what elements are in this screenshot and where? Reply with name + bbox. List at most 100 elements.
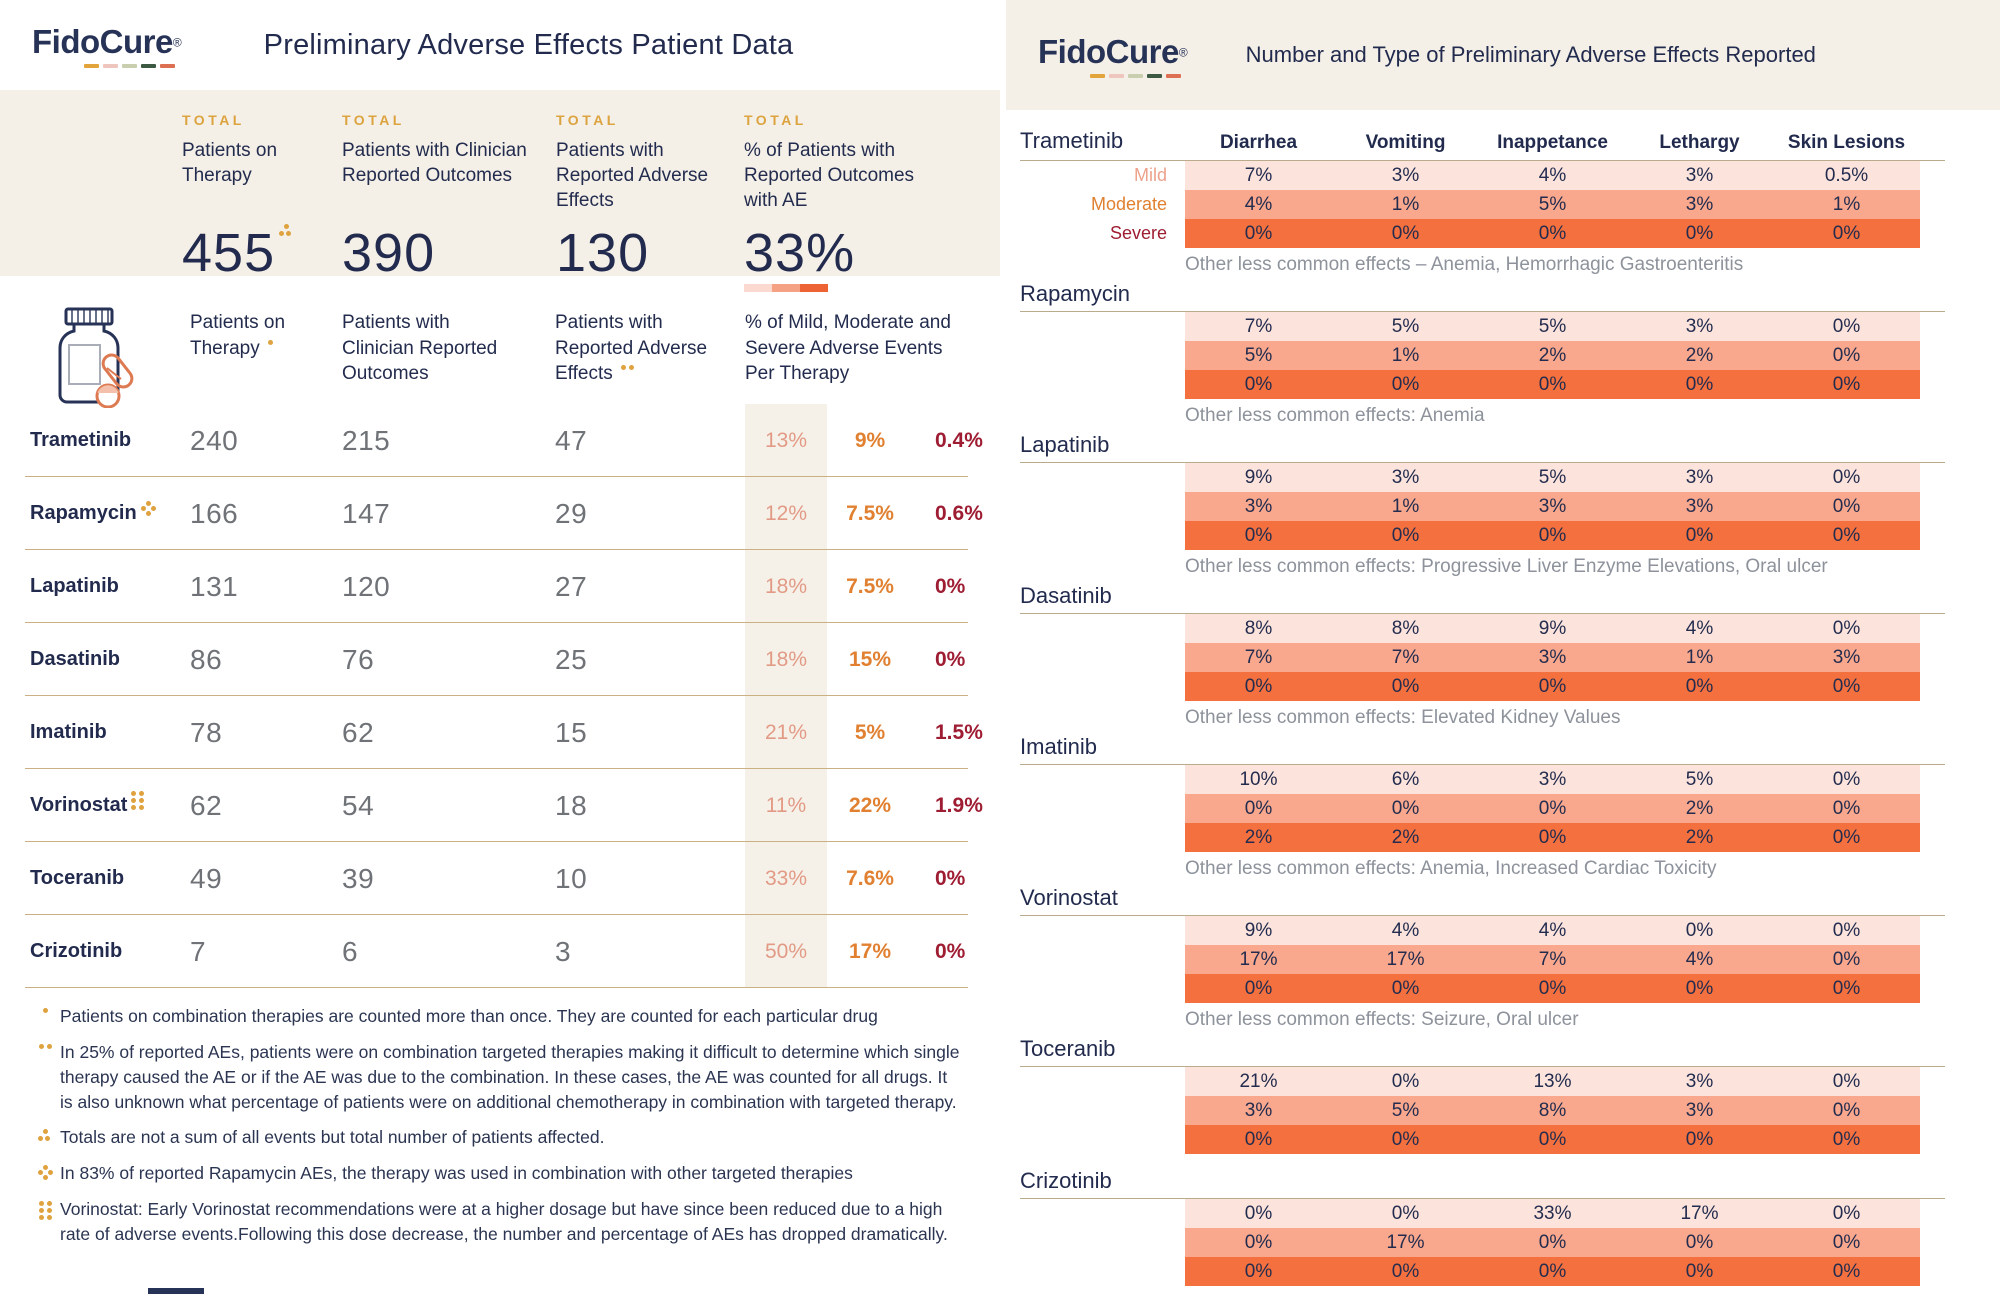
severity-scale-bar (744, 284, 828, 292)
moderate-effect-value: 7% (1332, 643, 1479, 672)
severity-label (1020, 463, 1185, 492)
severe-percent: 0% (935, 939, 966, 963)
left-panel-header: FidoCure® Preliminary Adverse Effects Pa… (0, 0, 1000, 90)
moderate-percent: 17% (848, 939, 892, 963)
mild-severity-row: Mild 7% 3% 4% 3% 0.5% (1020, 161, 2000, 190)
clinician-outcomes-value: 54 (342, 789, 375, 821)
severe-severity-row: 0% 0% 0% 0% 0% (1020, 1257, 2000, 1286)
severe-effect-value: 0% (1479, 1125, 1626, 1154)
moderate-effect-value: 1% (1626, 643, 1773, 672)
severe-effect-value: 0% (1773, 823, 1920, 852)
footnote-4: Vorinostat: Early Vorinostat recommendat… (30, 1197, 962, 1247)
mild-effect-value: 4% (1479, 161, 1626, 190)
drug-section-name: Toceranib (1020, 1036, 1116, 1061)
registered-mark: ® (1178, 45, 1188, 60)
moderate-effect-value: 4% (1185, 190, 1332, 219)
clinician-outcomes-value: 76 (342, 643, 375, 675)
summary-stats: TOTAL Patients on Therapy 455 TOTAL Patients… (0, 90, 1000, 292)
severe-effect-value: 0% (1626, 521, 1773, 550)
effect-column-header: Diarrhea (1219, 132, 1298, 153)
severe-percent: 0.6% (935, 501, 983, 525)
moderate-effect-value: 5% (1479, 190, 1626, 219)
mild-severity-row: 0% 0% 33% 17% 0% (1020, 1199, 2000, 1228)
fidocure-logo: FidoCure® (1038, 33, 1188, 78)
stat-kicker: TOTAL (556, 112, 619, 128)
severe-effect-value: 0% (1626, 1125, 1773, 1154)
six-dots-marker-icon (131, 791, 145, 810)
mild-effect-value: 0% (1773, 916, 1920, 945)
logo-dash (1166, 73, 1181, 78)
four-dots-marker-icon (37, 1165, 53, 1181)
footnote-0: Patients on combination therapies are co… (30, 1004, 962, 1029)
fidocure-logo: FidoCure® (32, 23, 182, 68)
patients-on-therapy-value: 7 (190, 935, 207, 967)
other-effects-note (1020, 1286, 2000, 1294)
severe-effect-value: 0% (1479, 521, 1626, 550)
table-row: Rapamycin 166 147 29 12% 7.5% 0.6% (0, 477, 1000, 550)
moderate-effect-value: 0% (1773, 492, 1920, 521)
footnote-text: In 25% of reported AEs, patients were on… (60, 1041, 960, 1112)
severe-percent: 0% (935, 866, 966, 890)
mild-effect-value: 5% (1332, 312, 1479, 341)
severe-severity-row: 0% 0% 0% 0% 0% (1020, 672, 2000, 701)
moderate-effect-value: 1% (1332, 341, 1479, 370)
adverse-effects-value: 15 (555, 716, 588, 748)
logo-dash (160, 63, 175, 68)
severity-label (1020, 614, 1185, 643)
bottom-corner-mark (148, 1288, 204, 1294)
logo-dash (103, 63, 118, 68)
stat-label: Patients on Therapy (182, 140, 278, 187)
severe-effect-value: 2% (1332, 823, 1479, 852)
footnote-marker (30, 1165, 60, 1181)
moderate-percent: 5% (854, 720, 886, 744)
severe-effect-value: 0% (1185, 521, 1332, 550)
moderate-effect-value: 2% (1479, 341, 1626, 370)
drug-section-name: Trametinib (1020, 128, 1124, 153)
moderate-effect-value: 4% (1626, 945, 1773, 974)
clinician-outcomes-value: 62 (342, 716, 375, 748)
severe-percent: 0.4% (935, 428, 983, 452)
severe-severity-row: 2% 2% 0% 2% 0% (1020, 823, 2000, 852)
mild-effect-value: 33% (1479, 1199, 1626, 1228)
logo-dash (122, 63, 137, 68)
moderate-effect-value: 0% (1773, 945, 1920, 974)
drug-section-name: Crizotinib (1020, 1168, 1112, 1193)
mild-effect-value: 6% (1332, 765, 1479, 794)
stat-value: 390 (342, 223, 436, 283)
mild-severity-row: 9% 3% 5% 3% 0% (1020, 463, 2000, 492)
moderate-effect-value: 0% (1626, 1228, 1773, 1257)
table-row: Lapatinib 131 120 27 18% 7.5% 0% (0, 550, 1000, 623)
moderate-severity-row: 17% 17% 7% 4% 0% (1020, 945, 2000, 974)
mild-effect-value: 3% (1626, 463, 1773, 492)
two-dots-marker-icon (38, 1043, 52, 1049)
stat-kicker: TOTAL (744, 112, 807, 128)
moderate-percent: 9% (854, 428, 886, 452)
severe-effect-value: 0% (1773, 974, 1920, 1003)
severe-effect-value: 0% (1479, 219, 1626, 248)
patients-on-therapy-value: 78 (190, 716, 223, 748)
moderate-effect-value: 17% (1332, 1228, 1479, 1257)
severe-effect-value: 0% (1773, 1257, 1920, 1286)
severity-label (1020, 672, 1185, 701)
mild-effect-value: 4% (1332, 916, 1479, 945)
clinician-outcomes-value: 39 (342, 862, 375, 894)
mild-percent: 50% (745, 915, 827, 988)
severe-effect-value: 2% (1626, 823, 1773, 852)
footnotes: Patients on combination therapies are co… (0, 988, 1000, 1247)
other-effects-note: Other less common effects: Anemia, Incre… (1185, 858, 1717, 879)
one-dot-marker-icon (42, 1008, 48, 1013)
therapy-name: Rapamycin (30, 501, 190, 525)
moderate-effect-value: 17% (1185, 945, 1332, 974)
severe-percent: 1.9% (935, 793, 983, 817)
moderate-effect-value: 0% (1773, 341, 1920, 370)
mild-effect-value: 0% (1773, 1067, 1920, 1096)
mild-effect-value: 17% (1626, 1199, 1773, 1228)
severe-severity-row: 0% 0% 0% 0% 0% (1020, 370, 2000, 399)
severe-effect-value: 0% (1185, 1125, 1332, 1154)
severe-effect-value: 0% (1479, 823, 1626, 852)
scale-segment (800, 284, 828, 292)
other-effects-note: Other less common effects – Anemia, Hemo… (1185, 254, 1744, 275)
severe-effect-value: 0% (1626, 219, 1773, 248)
right-panel-title: Number and Type of Preliminary Adverse E… (1245, 42, 1816, 67)
stat-label: Patients with Clinician Reported Outcome… (342, 140, 527, 187)
